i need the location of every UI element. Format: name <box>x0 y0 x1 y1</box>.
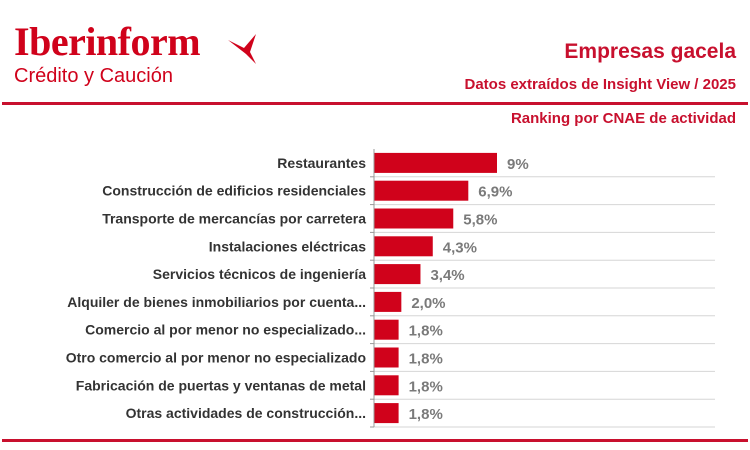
page-title: Empresas gacela <box>564 40 736 63</box>
page-subtitle: Datos extraídos de Insight View / 2025 <box>464 76 737 93</box>
value-label: 6,9% <box>478 184 512 201</box>
brand-name: Iberinform <box>14 19 201 64</box>
bar <box>374 347 399 368</box>
footer-divider <box>2 439 748 442</box>
brand-tagline: Crédito y Caución <box>14 65 173 87</box>
value-label: 1,8% <box>409 406 443 423</box>
bar <box>374 319 399 340</box>
bar <box>374 236 433 257</box>
plane-icon <box>228 34 256 64</box>
value-label: 2,0% <box>411 295 445 312</box>
category-label: Otras actividades de construcción... <box>126 405 366 421</box>
category-label: Servicios técnicos de ingeniería <box>153 266 366 282</box>
value-label: 5,8% <box>463 212 497 229</box>
bar <box>374 180 469 201</box>
category-label: Construcción de edificios residenciales <box>102 183 366 199</box>
value-label: 1,8% <box>409 323 443 340</box>
value-label: 4,3% <box>443 239 477 256</box>
bar <box>374 291 402 312</box>
value-label: 3,4% <box>430 267 464 284</box>
category-label: Fabricación de puertas y ventanas de met… <box>76 377 366 393</box>
bar <box>374 403 399 424</box>
category-label: Otro comercio al por menor no especializ… <box>66 350 366 366</box>
chart-title: Ranking por CNAE de actividad <box>510 110 736 127</box>
category-label: Transporte de mercancías por carretera <box>102 211 366 227</box>
bar <box>374 375 399 396</box>
bar <box>374 264 421 285</box>
brand-logo: Iberinform Crédito y Caución <box>14 19 256 88</box>
header-divider <box>2 102 748 105</box>
value-label: 9% <box>507 156 529 173</box>
category-label: Alquiler de bienes inmobiliarios por cue… <box>67 294 366 310</box>
category-label: Instalaciones eléctricas <box>209 238 366 254</box>
category-label: Comercio al por menor no especializado..… <box>85 322 366 338</box>
value-label: 1,8% <box>409 351 443 368</box>
category-label: Restaurantes <box>277 155 366 171</box>
bar <box>374 208 454 229</box>
value-label: 1,8% <box>409 378 443 395</box>
bar <box>374 152 497 173</box>
